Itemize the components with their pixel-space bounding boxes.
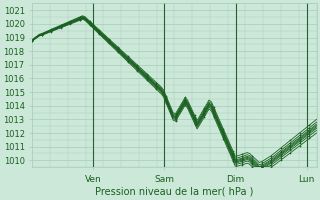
X-axis label: Pression niveau de la mer( hPa ): Pression niveau de la mer( hPa ) bbox=[95, 187, 253, 197]
